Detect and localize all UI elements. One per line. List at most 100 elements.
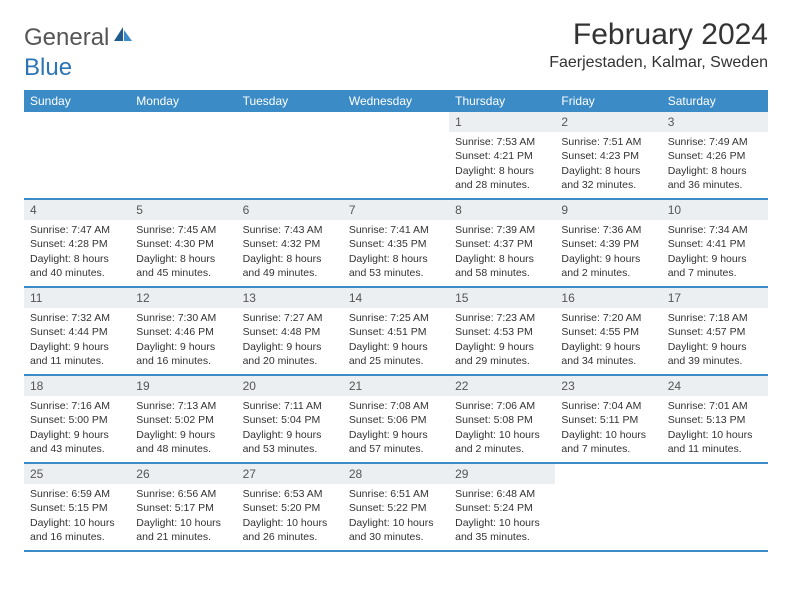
calendar-cell: 22Sunrise: 7:06 AMSunset: 5:08 PMDayligh… (449, 376, 555, 462)
daylight-text: Daylight: 10 hours and 26 minutes. (243, 516, 337, 544)
daylight-text: Daylight: 10 hours and 7 minutes. (561, 428, 655, 456)
day-label-thu: Thursday (449, 90, 555, 112)
daylight-text: Daylight: 9 hours and 29 minutes. (455, 340, 549, 368)
daylight-text: Daylight: 9 hours and 43 minutes. (30, 428, 124, 456)
day-number: 8 (449, 200, 555, 220)
daylight-text: Daylight: 9 hours and 57 minutes. (349, 428, 443, 456)
calendar-cell: 9Sunrise: 7:36 AMSunset: 4:39 PMDaylight… (555, 200, 661, 286)
day-data: Sunrise: 6:53 AMSunset: 5:20 PMDaylight:… (237, 484, 343, 550)
calendar-cell: 27Sunrise: 6:53 AMSunset: 5:20 PMDayligh… (237, 464, 343, 550)
day-number: 10 (662, 200, 768, 220)
day-data: Sunrise: 7:34 AMSunset: 4:41 PMDaylight:… (662, 220, 768, 286)
sunrise-text: Sunrise: 7:32 AM (30, 311, 124, 325)
sunrise-text: Sunrise: 7:47 AM (30, 223, 124, 237)
calendar-cell: 25Sunrise: 6:59 AMSunset: 5:15 PMDayligh… (24, 464, 130, 550)
sunset-text: Sunset: 4:28 PM (30, 237, 124, 251)
day-data: Sunrise: 7:47 AMSunset: 4:28 PMDaylight:… (24, 220, 130, 286)
day-number: 2 (555, 112, 661, 132)
day-number: 13 (237, 288, 343, 308)
sunrise-text: Sunrise: 7:25 AM (349, 311, 443, 325)
sunset-text: Sunset: 5:00 PM (30, 413, 124, 427)
daylight-text: Daylight: 10 hours and 35 minutes. (455, 516, 549, 544)
daylight-text: Daylight: 9 hours and 53 minutes. (243, 428, 337, 456)
daylight-text: Daylight: 8 hours and 40 minutes. (30, 252, 124, 280)
calendar-cell (237, 112, 343, 198)
day-number: 18 (24, 376, 130, 396)
day-data: Sunrise: 7:08 AMSunset: 5:06 PMDaylight:… (343, 396, 449, 462)
sunrise-text: Sunrise: 6:53 AM (243, 487, 337, 501)
daylight-text: Daylight: 8 hours and 28 minutes. (455, 164, 549, 192)
calendar-cell: 28Sunrise: 6:51 AMSunset: 5:22 PMDayligh… (343, 464, 449, 550)
sunrise-text: Sunrise: 7:53 AM (455, 135, 549, 149)
day-data: Sunrise: 7:53 AMSunset: 4:21 PMDaylight:… (449, 132, 555, 198)
sunrise-text: Sunrise: 7:13 AM (136, 399, 230, 413)
sunrise-text: Sunrise: 7:01 AM (668, 399, 762, 413)
calendar-cell: 4Sunrise: 7:47 AMSunset: 4:28 PMDaylight… (24, 200, 130, 286)
daylight-text: Daylight: 9 hours and 7 minutes. (668, 252, 762, 280)
sunrise-text: Sunrise: 7:06 AM (455, 399, 549, 413)
day-label-tue: Tuesday (237, 90, 343, 112)
day-number: 29 (449, 464, 555, 484)
day-data: Sunrise: 6:48 AMSunset: 5:24 PMDaylight:… (449, 484, 555, 550)
daylight-text: Daylight: 9 hours and 11 minutes. (30, 340, 124, 368)
day-data: Sunrise: 7:41 AMSunset: 4:35 PMDaylight:… (343, 220, 449, 286)
calendar-cell (24, 112, 130, 198)
calendar-cell: 15Sunrise: 7:23 AMSunset: 4:53 PMDayligh… (449, 288, 555, 374)
day-data: Sunrise: 7:13 AMSunset: 5:02 PMDaylight:… (130, 396, 236, 462)
daylight-text: Daylight: 9 hours and 39 minutes. (668, 340, 762, 368)
sunset-text: Sunset: 4:51 PM (349, 325, 443, 339)
day-header-row: Sunday Monday Tuesday Wednesday Thursday… (24, 90, 768, 112)
daylight-text: Daylight: 10 hours and 16 minutes. (30, 516, 124, 544)
week-row: 18Sunrise: 7:16 AMSunset: 5:00 PMDayligh… (24, 376, 768, 464)
day-number: 12 (130, 288, 236, 308)
sunset-text: Sunset: 4:32 PM (243, 237, 337, 251)
sunset-text: Sunset: 4:37 PM (455, 237, 549, 251)
day-number: 14 (343, 288, 449, 308)
logo-text-general: General (24, 24, 109, 52)
day-number: 21 (343, 376, 449, 396)
sunrise-text: Sunrise: 7:18 AM (668, 311, 762, 325)
calendar-cell: 1Sunrise: 7:53 AMSunset: 4:21 PMDaylight… (449, 112, 555, 198)
sunset-text: Sunset: 5:20 PM (243, 501, 337, 515)
calendar-cell: 10Sunrise: 7:34 AMSunset: 4:41 PMDayligh… (662, 200, 768, 286)
week-row: 11Sunrise: 7:32 AMSunset: 4:44 PMDayligh… (24, 288, 768, 376)
sunset-text: Sunset: 4:55 PM (561, 325, 655, 339)
sunset-text: Sunset: 4:41 PM (668, 237, 762, 251)
day-label-sat: Saturday (662, 90, 768, 112)
daylight-text: Daylight: 10 hours and 30 minutes. (349, 516, 443, 544)
day-data: Sunrise: 7:51 AMSunset: 4:23 PMDaylight:… (555, 132, 661, 198)
sunrise-text: Sunrise: 7:27 AM (243, 311, 337, 325)
daylight-text: Daylight: 9 hours and 25 minutes. (349, 340, 443, 368)
day-number: 27 (237, 464, 343, 484)
day-data: Sunrise: 7:25 AMSunset: 4:51 PMDaylight:… (343, 308, 449, 374)
sunset-text: Sunset: 4:48 PM (243, 325, 337, 339)
calendar-cell: 8Sunrise: 7:39 AMSunset: 4:37 PMDaylight… (449, 200, 555, 286)
calendar-cell: 24Sunrise: 7:01 AMSunset: 5:13 PMDayligh… (662, 376, 768, 462)
calendar-cell: 14Sunrise: 7:25 AMSunset: 4:51 PMDayligh… (343, 288, 449, 374)
daylight-text: Daylight: 9 hours and 20 minutes. (243, 340, 337, 368)
sunset-text: Sunset: 5:17 PM (136, 501, 230, 515)
month-title: February 2024 (549, 18, 768, 52)
sunrise-text: Sunrise: 7:45 AM (136, 223, 230, 237)
calendar-cell: 19Sunrise: 7:13 AMSunset: 5:02 PMDayligh… (130, 376, 236, 462)
day-number: 3 (662, 112, 768, 132)
sunrise-text: Sunrise: 7:16 AM (30, 399, 124, 413)
day-data: Sunrise: 7:01 AMSunset: 5:13 PMDaylight:… (662, 396, 768, 462)
calendar-cell: 20Sunrise: 7:11 AMSunset: 5:04 PMDayligh… (237, 376, 343, 462)
sunrise-text: Sunrise: 7:11 AM (243, 399, 337, 413)
sunrise-text: Sunrise: 6:51 AM (349, 487, 443, 501)
calendar-cell: 21Sunrise: 7:08 AMSunset: 5:06 PMDayligh… (343, 376, 449, 462)
calendar: Sunday Monday Tuesday Wednesday Thursday… (24, 90, 768, 552)
sunset-text: Sunset: 5:02 PM (136, 413, 230, 427)
sunset-text: Sunset: 4:53 PM (455, 325, 549, 339)
sunset-text: Sunset: 4:35 PM (349, 237, 443, 251)
sunset-text: Sunset: 4:57 PM (668, 325, 762, 339)
calendar-cell: 11Sunrise: 7:32 AMSunset: 4:44 PMDayligh… (24, 288, 130, 374)
calendar-cell: 29Sunrise: 6:48 AMSunset: 5:24 PMDayligh… (449, 464, 555, 550)
day-number: 5 (130, 200, 236, 220)
day-data: Sunrise: 7:11 AMSunset: 5:04 PMDaylight:… (237, 396, 343, 462)
day-data: Sunrise: 7:06 AMSunset: 5:08 PMDaylight:… (449, 396, 555, 462)
day-data: Sunrise: 7:16 AMSunset: 5:00 PMDaylight:… (24, 396, 130, 462)
calendar-cell: 18Sunrise: 7:16 AMSunset: 5:00 PMDayligh… (24, 376, 130, 462)
daylight-text: Daylight: 8 hours and 58 minutes. (455, 252, 549, 280)
